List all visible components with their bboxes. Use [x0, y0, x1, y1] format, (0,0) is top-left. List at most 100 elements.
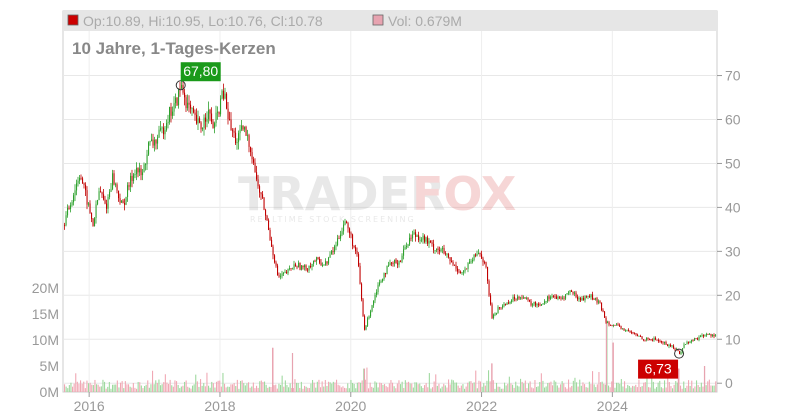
volume-bar	[91, 384, 93, 392]
volume-bar	[640, 386, 642, 392]
candle-body	[296, 266, 298, 268]
volume-bar	[304, 385, 306, 392]
volume-bar	[508, 376, 510, 392]
candle-body	[650, 339, 652, 340]
volume-bar	[396, 383, 398, 392]
candle-body	[568, 292, 570, 294]
candle-body	[712, 334, 714, 336]
volume-bar	[585, 387, 587, 392]
volume-bar	[196, 381, 198, 392]
price-tick-label: 70	[725, 68, 741, 84]
candle-body	[133, 174, 135, 181]
volume-bar	[427, 387, 429, 392]
candle-body	[317, 257, 319, 259]
volume-spike-bar	[605, 321, 608, 392]
volume-bar	[369, 382, 371, 392]
candle-body	[560, 297, 562, 299]
candle-body	[311, 263, 313, 267]
candle-body	[532, 304, 534, 306]
candle-body	[529, 299, 531, 302]
price-tick-label: 40	[725, 199, 741, 215]
candle-body	[407, 244, 409, 247]
volume-bar	[315, 387, 317, 392]
candle-body	[166, 123, 168, 131]
volume-bar	[705, 385, 707, 392]
volume-bar	[531, 387, 533, 392]
candle-body	[236, 142, 238, 144]
candle-body	[247, 135, 249, 137]
volume-bar	[147, 380, 149, 392]
candle-body	[266, 215, 268, 221]
candle-body	[455, 265, 457, 269]
volume-bar	[670, 386, 672, 392]
candle-body	[83, 183, 85, 185]
candle-body	[254, 162, 256, 173]
candle-body	[485, 262, 487, 267]
candle-body	[554, 296, 556, 298]
candle-body	[593, 299, 595, 301]
volume-bar	[681, 388, 683, 392]
candle-body	[67, 207, 69, 216]
volume-tick-label: 10M	[32, 332, 59, 348]
volume-bar	[145, 384, 147, 392]
candle-body	[577, 296, 579, 300]
volume-bar	[187, 386, 189, 392]
volume-bar	[208, 385, 210, 392]
candle-body	[191, 108, 193, 110]
candle-body	[140, 168, 142, 176]
candle-body	[578, 298, 580, 300]
candle-body	[292, 268, 294, 270]
candle-body	[68, 207, 70, 210]
volume-bar	[608, 385, 610, 392]
volume-bar	[443, 383, 445, 392]
volume-bar	[238, 388, 240, 392]
volume-spike-bar	[612, 342, 614, 392]
candle-body	[460, 271, 462, 273]
candle-body	[155, 139, 157, 144]
candle-body	[512, 296, 514, 301]
volume-bar	[152, 370, 154, 392]
candle-body	[383, 273, 385, 279]
volume-bar	[177, 384, 179, 392]
volume-bar	[715, 381, 717, 392]
volume-bar	[702, 386, 704, 392]
volume-bar	[710, 385, 712, 392]
volume-bar	[496, 382, 498, 392]
candle-body	[209, 109, 211, 114]
candle-body	[526, 298, 528, 299]
volume-bar	[275, 384, 277, 392]
volume-bar	[128, 384, 130, 392]
volume-bar	[102, 379, 104, 392]
candle-body	[364, 316, 366, 330]
volume-bar	[179, 388, 181, 392]
candle-body	[188, 102, 190, 105]
candle-body	[214, 123, 216, 129]
high-label-text: 67,80	[183, 63, 218, 79]
volume-bar	[110, 388, 112, 392]
volume-bar	[220, 386, 222, 392]
volume-bar	[468, 381, 470, 392]
candle-body	[215, 112, 217, 124]
volume-bar	[345, 388, 347, 392]
candle-body	[536, 303, 538, 306]
candle-body	[439, 249, 441, 252]
candle-body	[607, 322, 609, 324]
volume-bar	[235, 386, 237, 392]
ohlc-legend-swatch	[67, 14, 79, 26]
candle-body	[445, 253, 447, 255]
candle-body	[523, 297, 525, 299]
candle-body	[122, 200, 124, 203]
candle-body	[164, 130, 166, 135]
volume-bar	[472, 383, 474, 392]
volume-bar	[579, 379, 581, 392]
candle-body	[95, 204, 97, 219]
volume-bar	[614, 387, 616, 392]
volume-bar	[460, 385, 462, 392]
volume-bar	[356, 382, 358, 392]
volume-bar	[363, 368, 365, 392]
candle-body	[205, 117, 207, 122]
volume-bar	[348, 388, 350, 392]
candle-body	[251, 152, 253, 160]
volume-bar	[276, 388, 278, 392]
candle-body	[257, 179, 259, 187]
